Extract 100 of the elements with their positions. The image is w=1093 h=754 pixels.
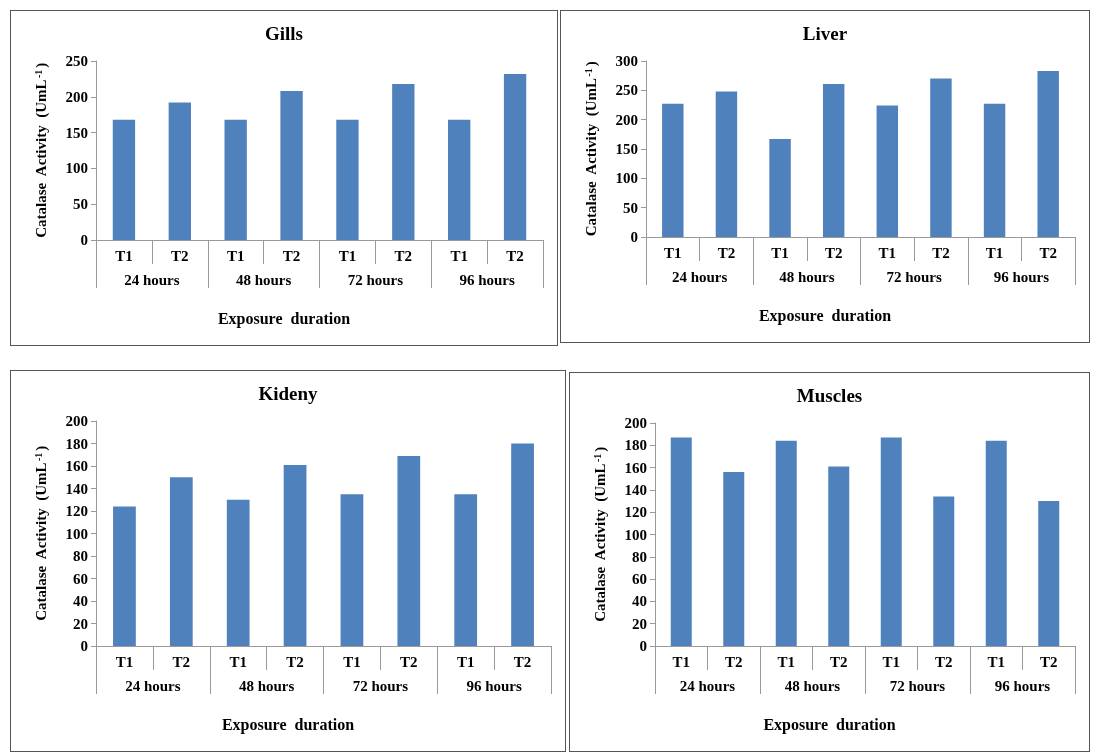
x-tick-label: T2 — [172, 653, 191, 670]
y-tick-label: 60 — [73, 570, 88, 587]
y-tick-label: 150 — [65, 124, 88, 141]
bar — [983, 103, 1006, 237]
text: 72 hours — [352, 677, 409, 694]
y-tick-label: 100 — [65, 160, 88, 177]
bar — [1037, 70, 1059, 237]
bar — [503, 73, 527, 240]
x-tick-label: T2 — [394, 247, 413, 264]
y-tick-label: 300 — [615, 53, 638, 69]
chart-title: Kideny — [258, 383, 319, 404]
y-tick-label: 160 — [65, 458, 88, 474]
bar — [775, 440, 797, 646]
text: 24 hours — [124, 271, 180, 288]
y-tick-label: 140 — [624, 481, 647, 498]
x-tick-label: T1 — [450, 247, 468, 264]
text: 72 hours — [347, 271, 404, 288]
text: 48 hours — [235, 271, 292, 288]
y-tick-label: 180 — [624, 437, 647, 454]
y-tick-label: 50 — [623, 199, 638, 216]
x-tick-label: T1 — [115, 247, 133, 264]
y-tick-label: 20 — [73, 615, 88, 632]
x-tick-label: T2 — [513, 653, 532, 670]
bar — [662, 103, 684, 237]
y-axis-title: Catalase Activity (UmL-1) — [582, 61, 600, 237]
y-tick-label: 0 — [639, 638, 647, 654]
x-tick-label: T2 — [506, 247, 524, 264]
text: 24 hours — [671, 268, 728, 285]
x-tick-label: T2 — [400, 653, 418, 670]
bar — [1038, 501, 1060, 646]
y-tick-label: 100 — [65, 525, 88, 542]
chart-title: Muscles — [796, 385, 863, 406]
bar — [769, 139, 791, 237]
text: 96 hours — [994, 677, 1051, 694]
bar — [933, 496, 955, 646]
x-tick-label: T1 — [882, 653, 901, 670]
x-tick-label: T1 — [771, 244, 789, 261]
y-tick-label: 200 — [615, 111, 638, 128]
x-tick-label: T2 — [286, 653, 304, 670]
bar — [670, 437, 692, 646]
text: 72 hours — [886, 268, 942, 285]
y-tick-label: 200 — [65, 88, 88, 105]
text: 24 hours — [125, 677, 181, 694]
x-tick-label: T1 — [338, 247, 357, 264]
y-tick-label: 0 — [80, 232, 88, 248]
bar — [454, 494, 478, 646]
x-tick-label: T1 — [115, 653, 134, 670]
x-axis-title: Exposure duration — [217, 309, 351, 328]
x-tick-label: T2 — [1039, 653, 1058, 670]
y-tick-label: 180 — [65, 435, 88, 452]
text: 48 hours — [238, 677, 295, 694]
x-tick-label: T2 — [282, 247, 301, 264]
bar — [511, 443, 534, 646]
y-tick-label: 0 — [630, 229, 638, 245]
text: 96 hours — [459, 271, 515, 288]
x-tick-label: T1 — [777, 653, 796, 670]
bar — [828, 466, 850, 646]
x-tick-label: T1 — [229, 653, 247, 670]
bar — [715, 91, 738, 237]
chart-title: Liver — [802, 23, 848, 44]
y-tick-label: 80 — [73, 548, 88, 564]
y-tick-label: 150 — [615, 141, 638, 157]
text: 24 hours — [679, 677, 736, 694]
x-axis-title: Exposure duration — [221, 715, 355, 734]
y-tick-label: 60 — [632, 571, 647, 588]
y-tick-label: 40 — [632, 593, 647, 610]
bar — [448, 119, 471, 240]
y-tick-label: 120 — [624, 504, 647, 521]
bar — [168, 102, 191, 240]
text: 96 hours — [466, 677, 522, 694]
x-tick-label: T2 — [1039, 244, 1057, 261]
text: 72 hours — [889, 677, 946, 694]
bar — [340, 494, 364, 646]
bar — [169, 477, 193, 646]
bar — [283, 464, 307, 646]
y-axis-title: Catalase Activity (UmL-1) — [591, 446, 609, 622]
text: 48 hours — [784, 677, 841, 694]
text: 96 hours — [993, 268, 1050, 285]
x-tick-label: T2 — [724, 653, 743, 670]
x-tick-label: T1 — [226, 247, 245, 264]
bar — [226, 499, 250, 646]
y-tick-label: 160 — [624, 459, 647, 476]
y-tick-label: 100 — [615, 170, 638, 187]
x-tick-label: T2 — [717, 244, 736, 261]
y-tick-label: 80 — [632, 548, 647, 565]
bar — [224, 119, 247, 240]
y-axis-title: Catalase Activity (UmL-1) — [32, 62, 50, 238]
bar — [112, 119, 136, 240]
x-tick-label: T1 — [985, 244, 1004, 261]
bar — [876, 105, 899, 237]
bar — [113, 506, 136, 646]
x-tick-label: T2 — [932, 244, 950, 261]
x-axis-title: Exposure duration — [763, 715, 896, 734]
bar — [392, 83, 415, 240]
bar — [397, 455, 421, 646]
x-tick-label: T1 — [456, 653, 475, 670]
bar — [822, 83, 845, 237]
x-tick-label: T2 — [934, 653, 953, 670]
bar — [336, 119, 359, 240]
x-tick-label: T1 — [664, 244, 682, 261]
